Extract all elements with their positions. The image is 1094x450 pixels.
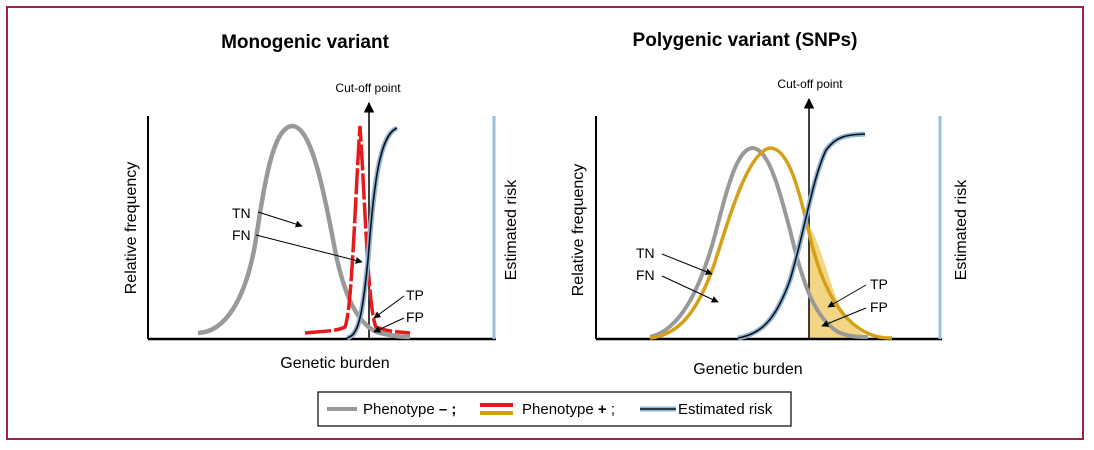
left-fn-arrow [255, 234, 363, 264]
right-fn-arrow [661, 275, 719, 303]
left-xlabel: Genetic burden [280, 355, 389, 372]
right-panel-title: Polygenic variant (SNPs) [633, 30, 858, 51]
left-label-tp: TP [406, 287, 424, 303]
legend-label-negative: Phenotype – ; [363, 401, 456, 418]
right-label-fp: FP [870, 299, 888, 315]
right-overlap-fill [809, 225, 868, 338]
right-label-tn: TN [636, 245, 655, 261]
right-fp-arrow [821, 307, 867, 327]
legend-label-positive: Phenotype + ; [522, 401, 615, 418]
left-estimated-risk-curve [346, 127, 398, 339]
right-label-tp: TP [870, 276, 888, 292]
right-cutoff-label: Cut-off point [777, 77, 843, 91]
left-label-fn: FN [232, 227, 251, 243]
left-panel: Monogenic variant Relative frequency Est… [123, 32, 520, 372]
right-ylabel: Relative frequency [570, 164, 587, 297]
right-ylabel-right: Estimated risk [953, 179, 970, 280]
legend-box [317, 391, 792, 427]
right-tp-arrow [827, 284, 867, 308]
right-estimated-risk-curve [737, 133, 866, 339]
left-ylabel-right: Estimated risk [503, 179, 520, 280]
right-phenotype-positive-curve [649, 146, 893, 340]
right-tn-arrow [661, 253, 713, 275]
left-tp-arrow [373, 295, 405, 319]
left-phenotype-positive-curve [304, 125, 411, 335]
left-label-fp: FP [406, 309, 424, 325]
right-panel: Polygenic variant (SNPs) Relative freque… [570, 30, 970, 378]
left-fp-arrow [373, 317, 405, 333]
left-tn-arrow [257, 211, 303, 228]
left-cutoff-label: Cut-off point [335, 81, 401, 95]
right-xlabel: Genetic burden [693, 361, 802, 378]
left-label-tn: TN [232, 205, 251, 221]
left-phenotype-negative-curve [197, 123, 411, 340]
left-panel-title: Monogenic variant [221, 32, 390, 53]
legend: Phenotype – ; Phenotype + ; Estimated ri… [317, 391, 792, 427]
left-ylabel: Relative frequency [123, 162, 140, 295]
right-label-fn: FN [636, 267, 655, 283]
right-phenotype-negative-curve [649, 145, 869, 339]
legend-label-risk: Estimated risk [678, 401, 773, 418]
figure-frame [6, 6, 1084, 440]
